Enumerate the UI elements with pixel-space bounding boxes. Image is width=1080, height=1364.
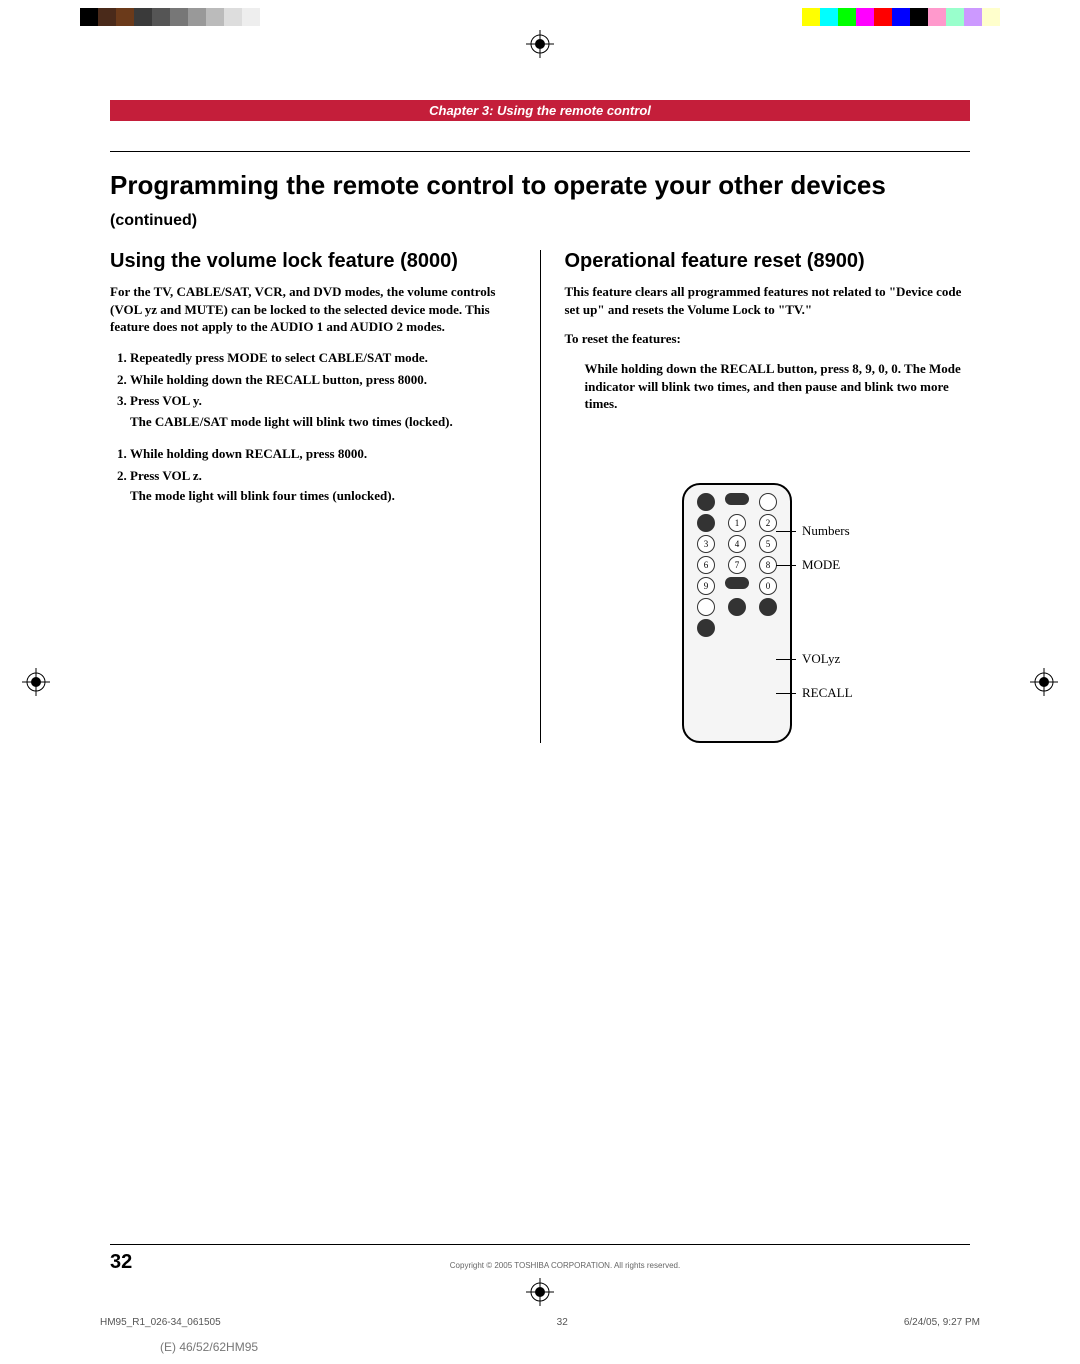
color-swatch [80, 8, 98, 26]
calibration-bars [0, 8, 1080, 26]
remote-button [725, 577, 749, 589]
unlock-note: The mode light will blink four times (un… [110, 487, 516, 505]
right-step: While holding down the RECALL button, pr… [565, 360, 971, 413]
remote-button [725, 493, 749, 505]
remote-button [759, 598, 777, 616]
color-swatch [260, 8, 278, 26]
remote-button: 6 [697, 556, 715, 574]
remote-button [759, 493, 777, 511]
lock-steps: Repeatedly press MODE to select CABLE/SA… [110, 348, 516, 411]
remote-button [697, 619, 715, 637]
remote-button: 2 [759, 514, 777, 532]
remote-button: 8 [759, 556, 777, 574]
doc-page: 32 [557, 1317, 568, 1328]
step: Press VOL y. [130, 391, 516, 411]
color-swatch [856, 8, 874, 26]
color-swatch [874, 8, 892, 26]
remote-button: 5 [759, 535, 777, 553]
color-swatch [820, 8, 838, 26]
color-bar-left [80, 8, 278, 26]
remote-button: 0 [759, 577, 777, 595]
doc-timestamp: 6/24/05, 9:27 PM [904, 1317, 980, 1328]
color-swatch [242, 8, 260, 26]
left-intro: For the TV, CABLE/SAT, VCR, and DVD mode… [110, 283, 516, 336]
color-swatch [910, 8, 928, 26]
callout-vol: VOLyz [802, 651, 853, 667]
remote-button: 1 [728, 514, 746, 532]
registration-mark-icon [1030, 668, 1058, 696]
callout-numbers: Numbers [802, 523, 853, 539]
remote-button: 4 [728, 535, 746, 553]
remote-button: 3 [697, 535, 715, 553]
remote-figure: 1 2 3 4 5 6 7 8 9 0 [565, 483, 971, 743]
remote-button: 7 [728, 556, 746, 574]
page-number: 32 [110, 1251, 160, 1274]
registration-mark-icon [22, 668, 50, 696]
color-swatch [946, 8, 964, 26]
chapter-bar: Chapter 3: Using the remote control [110, 100, 970, 121]
page-title: Programming the remote control to operat… [110, 170, 970, 232]
model-code: (E) 46/52/62HM95 [160, 1340, 258, 1354]
right-heading: Operational feature reset (8900) [565, 250, 971, 273]
page-content: Chapter 3: Using the remote control Prog… [110, 100, 970, 743]
color-swatch [784, 8, 802, 26]
remote-callouts: Numbers MODE VOLyz RECALL [802, 483, 853, 701]
remote-button [697, 493, 715, 511]
unlock-steps: While holding down RECALL, press 8000. P… [110, 444, 516, 485]
color-swatch [170, 8, 188, 26]
step: Press VOL z. [130, 466, 516, 486]
doc-id: HM95_R1_026-34_061505 [100, 1317, 221, 1328]
color-swatch [152, 8, 170, 26]
callout-vol-text: VOLyz [802, 651, 840, 666]
print-metadata: HM95_R1_026-34_061505 32 6/24/05, 9:27 P… [100, 1317, 980, 1328]
remote-button [728, 598, 746, 616]
title-main: Programming the remote control to operat… [110, 170, 886, 200]
title-continued: (continued) [110, 212, 197, 229]
color-swatch [98, 8, 116, 26]
right-intro: This feature clears all programmed featu… [565, 283, 971, 318]
right-lead: To reset the features: [565, 330, 971, 348]
color-swatch [982, 8, 1000, 26]
left-column: Using the volume lock feature (8000) For… [110, 250, 516, 742]
step: Repeatedly press MODE to select CABLE/SA… [130, 348, 516, 368]
color-swatch [892, 8, 910, 26]
callout-recall: RECALL [802, 685, 853, 701]
copyright: Copyright © 2005 TOSHIBA CORPORATION. Al… [160, 1261, 970, 1270]
color-swatch [964, 8, 982, 26]
registration-mark-icon [526, 1278, 554, 1306]
step: While holding down RECALL, press 8000. [130, 444, 516, 464]
color-swatch [188, 8, 206, 26]
two-column-layout: Using the volume lock feature (8000) For… [110, 250, 970, 742]
remote-button: 9 [697, 577, 715, 595]
color-swatch [224, 8, 242, 26]
color-bar-right [784, 8, 1000, 26]
footer-row: 32 Copyright © 2005 TOSHIBA CORPORATION.… [110, 1251, 970, 1274]
lock-note: The CABLE/SAT mode light will blink two … [110, 413, 516, 431]
right-column: Operational feature reset (8900) This fe… [565, 250, 971, 742]
left-heading: Using the volume lock feature (8000) [110, 250, 516, 273]
divider [110, 151, 970, 152]
column-divider [540, 250, 541, 742]
page-footer: 32 Copyright © 2005 TOSHIBA CORPORATION.… [110, 1244, 970, 1274]
registration-mark-icon [526, 30, 554, 58]
remote-buttons: 1 2 3 4 5 6 7 8 9 0 [692, 493, 782, 637]
remote-button [697, 514, 715, 532]
color-swatch [134, 8, 152, 26]
remote-button [697, 598, 715, 616]
footer-rule [110, 1244, 970, 1245]
color-swatch [116, 8, 134, 26]
step: While holding down the RECALL button, pr… [130, 370, 516, 390]
callout-mode: MODE [802, 557, 853, 573]
remote-illustration: 1 2 3 4 5 6 7 8 9 0 [682, 483, 792, 743]
color-swatch [802, 8, 820, 26]
color-swatch [206, 8, 224, 26]
color-swatch [838, 8, 856, 26]
color-swatch [928, 8, 946, 26]
